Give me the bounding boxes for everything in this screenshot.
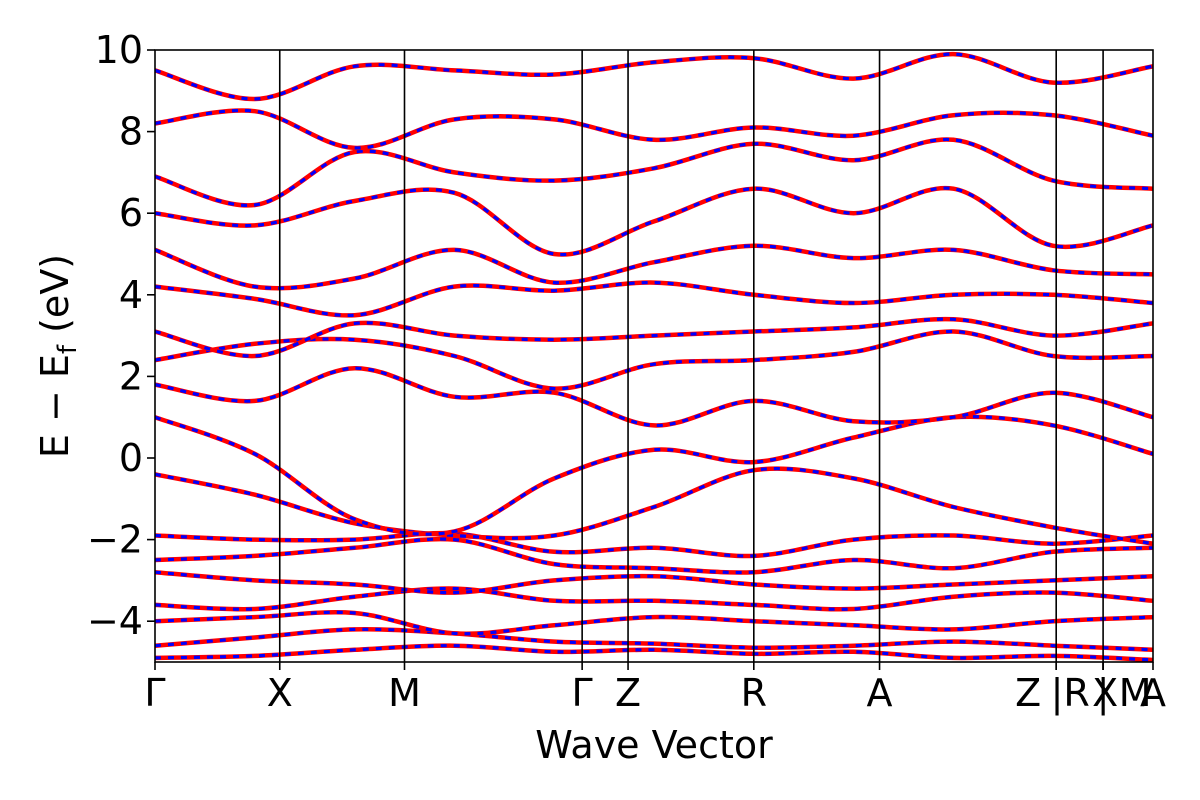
band-line-solid xyxy=(155,536,1153,575)
x-tick-label: Γ xyxy=(144,671,165,715)
band-line-dashed xyxy=(155,52,1153,101)
band-line-solid xyxy=(155,243,1153,291)
y-axis-label: E − Ef (eV) xyxy=(33,254,83,458)
band-line-dashed xyxy=(155,644,1153,662)
x-tick-label: X xyxy=(1092,671,1118,715)
band-line-dashed xyxy=(155,317,1153,358)
band-line-dashed xyxy=(155,280,1153,317)
band-line-dashed xyxy=(155,610,1153,636)
band-line-solid xyxy=(155,108,1153,151)
x-tick-label: X xyxy=(267,671,293,715)
y-axis-label-sub: f xyxy=(53,344,83,354)
x-axis-label: Wave Vector xyxy=(535,723,773,767)
high-symmetry-lines xyxy=(278,50,1104,662)
x-tick-label: M xyxy=(1119,671,1152,715)
x-tick-label: |R xyxy=(1051,671,1090,716)
x-axis-ticks: Γ X M Γ Z R A Z |R X| MA xyxy=(144,662,1166,716)
x-tick-label: | xyxy=(1097,671,1110,716)
band-line-solid xyxy=(155,586,1153,612)
y-tick-label: 2 xyxy=(119,354,143,398)
y-tick-label: 4 xyxy=(119,273,143,317)
x-tick-label: M xyxy=(388,671,421,715)
band-line-dashed xyxy=(155,467,1153,546)
band-line-solid xyxy=(155,627,1153,653)
band-line-dashed xyxy=(155,627,1153,652)
x-tick-label: R xyxy=(741,671,767,715)
band-line-dashed xyxy=(155,137,1153,207)
band-line-solid xyxy=(155,365,1153,428)
band-line-solid xyxy=(155,316,1153,359)
band-line-dashed xyxy=(155,415,1153,536)
y-axis-ticks: −4 −2 0 2 4 6 8 10 xyxy=(87,28,155,643)
y-tick-label: 10 xyxy=(95,28,143,72)
band-line-dashed xyxy=(155,329,1153,391)
bands-layer xyxy=(155,51,1153,662)
y-axis-label-main: E − E xyxy=(33,354,77,458)
plot-frame xyxy=(154,49,1154,663)
band-line-dashed xyxy=(155,108,1153,150)
y-tick-label: −4 xyxy=(87,599,143,643)
band-line-solid xyxy=(155,137,1153,208)
x-tick-label: A xyxy=(1140,671,1166,715)
y-tick-label: 6 xyxy=(119,191,143,235)
band-line-solid xyxy=(155,185,1153,257)
x-tick-label: Z xyxy=(615,671,641,715)
band-line-dashed xyxy=(155,570,1153,595)
y-tick-label: 8 xyxy=(119,110,143,154)
y-axis-label-unit: (eV) xyxy=(33,254,77,345)
y-tick-label: 0 xyxy=(119,436,143,480)
x-tick-label: A xyxy=(867,671,893,715)
y-tick-label: −2 xyxy=(87,518,143,562)
x-tick-label: Γ xyxy=(572,671,593,715)
x-tick-label: Z xyxy=(1015,671,1041,715)
band-line-dashed xyxy=(155,531,1153,558)
